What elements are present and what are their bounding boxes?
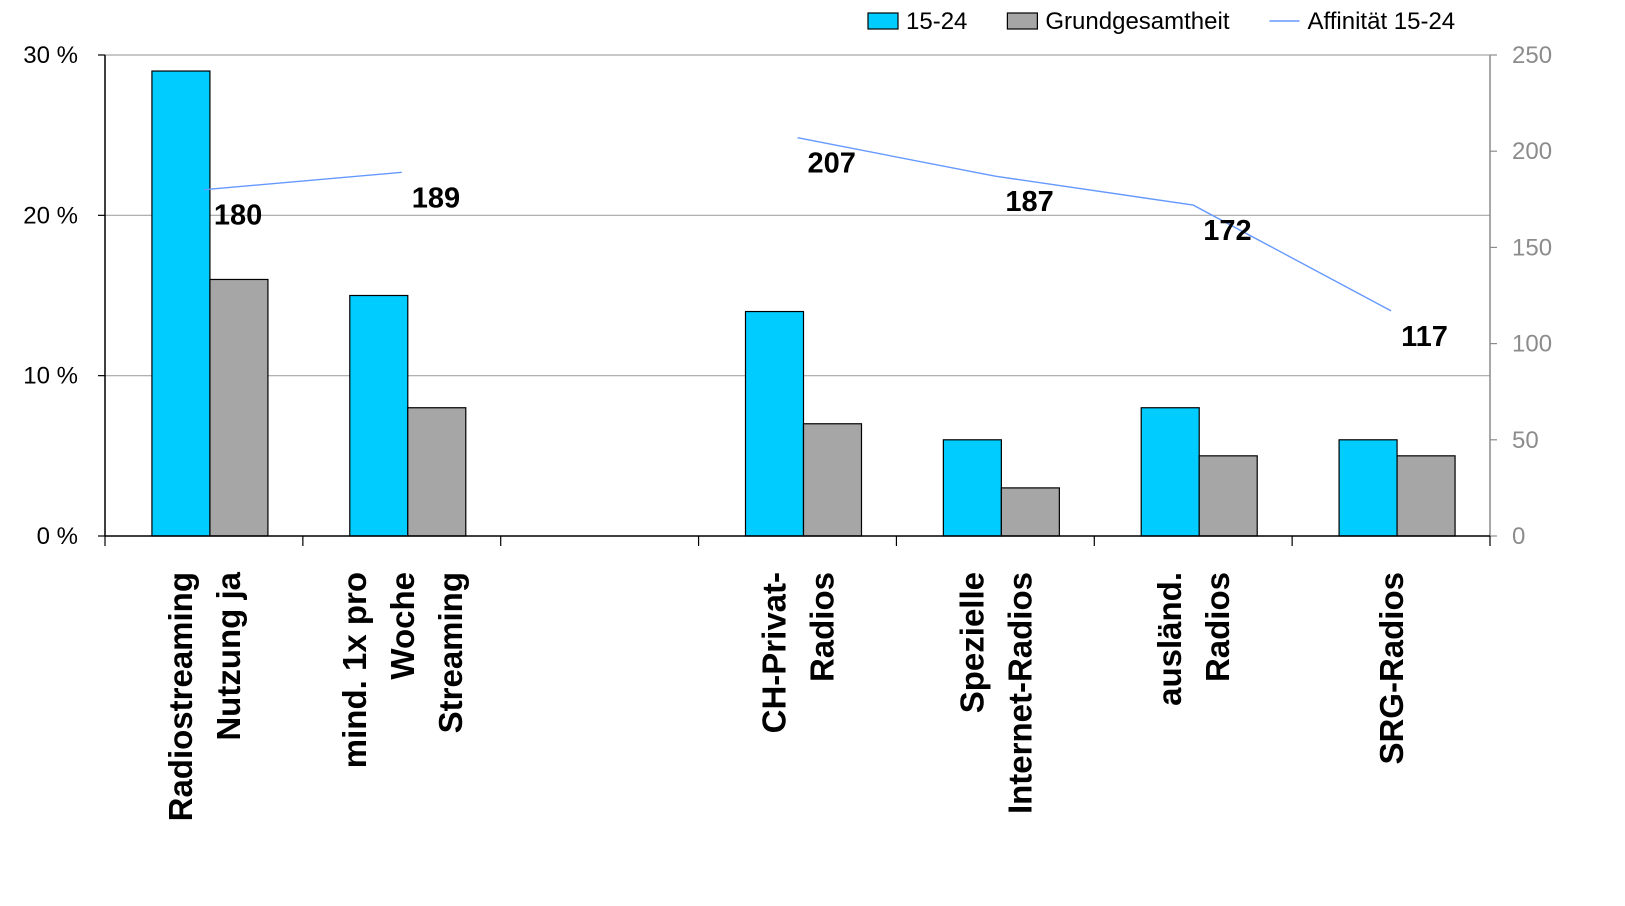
category-label: mind. 1x pro Woche Streaming — [336, 572, 469, 768]
affinity-data-label: 117 — [1401, 321, 1448, 353]
y-right-tick-label: 250 — [1512, 42, 1552, 69]
category-label-line: CH-Privat- — [756, 572, 793, 733]
category-label-line: Nutzung ja — [210, 571, 247, 740]
bar-15-24 — [1338, 439, 1398, 537]
category-label: ausländ. Radios — [1151, 572, 1236, 706]
y-right-tick-label: 50 — [1512, 427, 1539, 454]
category-label-line: Woche — [384, 572, 421, 680]
affinity-data-label: 189 — [412, 182, 460, 214]
category-label-line: Internet-Radios — [1001, 572, 1038, 814]
category-label-line: ausländ. — [1151, 572, 1188, 706]
bar-15-24 — [942, 439, 1002, 537]
y-right-tick-label: 200 — [1512, 138, 1552, 165]
axes: 0 % 10 % 20 % 30 % 0 50 100 150 200 250 Radiostrea… — [23, 42, 1552, 821]
y-right-tick-label: 100 — [1512, 331, 1552, 358]
category-label-line: Streaming — [432, 572, 469, 733]
bar-grundgesamtheit — [802, 423, 863, 537]
legend-swatch — [867, 12, 899, 30]
category-label-line: Spezielle — [953, 572, 990, 713]
category-label: Spezielle Internet-Radios — [953, 572, 1038, 814]
affinity-line — [797, 137, 1392, 312]
bar-15-24 — [151, 70, 211, 537]
bar-grundgesamtheit — [407, 407, 467, 537]
bar-grundgesamtheit — [1198, 455, 1258, 537]
y-left-tick-label: 0 % — [37, 523, 78, 550]
y-left-tick-label: 30 % — [23, 42, 78, 69]
legend-label: Affinität 15-24 — [1308, 8, 1456, 35]
affinity-data-label: 172 — [1203, 215, 1251, 247]
category-label-line: mind. 1x pro — [336, 572, 373, 768]
y-right-tick-label: 0 — [1512, 523, 1525, 550]
legend: 15-24 Grundgesamtheit Affinität 15-24 — [867, 8, 1456, 35]
category-label-line: Radios — [1199, 572, 1236, 682]
bar-grundgesamtheit — [1396, 455, 1456, 537]
y-left-tick-label: 20 % — [23, 202, 78, 229]
category-label: SRG-Radios — [1373, 572, 1410, 765]
affinity-data-label: 187 — [1005, 186, 1053, 218]
affinity-line-series — [203, 137, 1392, 312]
legend-label: 15-24 — [906, 8, 967, 35]
affinity-data-label: 207 — [808, 148, 856, 180]
affinity-line — [203, 171, 402, 191]
legend-label: Grundgesamtheit — [1045, 8, 1229, 35]
affinity-data-label: 180 — [214, 200, 262, 232]
y-left-tick-label: 10 % — [23, 363, 78, 390]
legend-swatch — [1006, 12, 1038, 30]
bar-15-24 — [349, 294, 409, 537]
category-label: CH-Privat- Radios — [756, 572, 841, 733]
bar-15-24 — [744, 310, 805, 537]
bar-15-24 — [1140, 407, 1200, 537]
bar-grundgesamtheit — [1000, 487, 1060, 537]
bar-series — [151, 70, 1456, 537]
category-label-line: SRG-Radios — [1373, 572, 1410, 765]
y-right-tick-label: 150 — [1512, 234, 1552, 261]
category-label-line: Radios — [804, 572, 841, 682]
category-label-line: Radiostreaming — [162, 572, 199, 821]
data-labels: 180 189 207 187 172 117 — [214, 148, 1448, 353]
category-label: Radiostreaming Nutzung ja — [162, 571, 247, 821]
bar-grundgesamtheit — [209, 278, 269, 537]
